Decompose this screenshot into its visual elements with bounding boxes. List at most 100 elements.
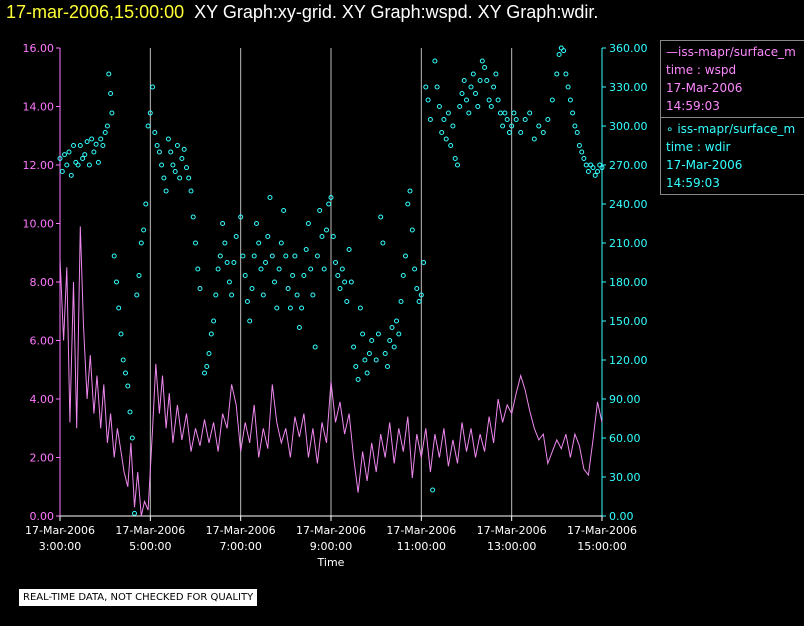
legend-entry-wspd[interactable]: —iss-mapr/surface_m time : wspd 17-Mar-2… [660, 40, 804, 117]
wdir-point [62, 152, 67, 158]
y-left-tick-label: 0.00 [30, 510, 55, 523]
wdir-point [274, 305, 280, 311]
wdir-point [570, 110, 576, 116]
wdir-point [163, 188, 169, 194]
wdir-point [351, 344, 357, 350]
wdir-point [558, 45, 564, 51]
wdir-point [380, 240, 386, 246]
wdir-point [333, 260, 338, 265]
wdir-point [114, 279, 119, 285]
x-tick-time: 9:00:00 [310, 540, 352, 553]
wdir-point [179, 156, 185, 161]
wdir-point [305, 221, 311, 226]
wdir-point [576, 143, 582, 148]
wdir-point [443, 136, 449, 142]
wdir-point [276, 266, 282, 272]
wdir-point [59, 169, 65, 174]
wdir-point [77, 143, 83, 148]
legend-wdir-time: 14:59:03 [666, 176, 720, 190]
legend-wdir-var: time : wdir [666, 140, 731, 154]
wdir-point [585, 169, 591, 174]
legend-wdir-name: ∘ iss-mapr/surface_m [666, 122, 796, 136]
wdir-point [457, 104, 463, 109]
x-tick-time: 15:00:00 [577, 540, 626, 553]
legend-entry-wdir[interactable]: ∘ iss-mapr/surface_m time : wdir 17-Mar-… [660, 117, 804, 195]
wdir-point [213, 292, 219, 298]
wdir-point [441, 117, 447, 122]
wdir-point [513, 117, 519, 122]
wdir-point [249, 286, 255, 291]
wdir-point [278, 240, 284, 246]
wdir-point [572, 123, 578, 129]
wdir-point [466, 110, 472, 116]
wdir-point [123, 370, 128, 376]
wdir-point [91, 149, 97, 155]
legend-wspd-time: 14:59:03 [666, 99, 720, 113]
x-tick-date: 17-Mar-2006 [206, 524, 276, 537]
wdir-point [418, 292, 424, 298]
x-tick-date: 17-Mar-2006 [115, 524, 185, 537]
wdir-point [385, 364, 390, 369]
series-points-wdir [57, 45, 605, 516]
wdir-point [68, 172, 74, 178]
wdir-point [111, 253, 117, 259]
wdir-point [531, 136, 537, 142]
y-left-tick-label: 12.00 [23, 159, 55, 172]
wdir-point [258, 266, 264, 272]
wdir-point [540, 130, 546, 135]
wdir-point [475, 104, 481, 109]
wdir-point [66, 149, 72, 155]
y-right-tick-label: 120.00 [609, 354, 648, 367]
wdir-point [154, 143, 160, 148]
wdir-point [432, 58, 438, 64]
wdir-point [254, 221, 259, 226]
wdir-point [116, 305, 122, 311]
wdir-point [98, 136, 104, 142]
y-right-tick-label: 30.00 [609, 471, 641, 484]
wdir-point [497, 110, 503, 116]
wdir-point [362, 357, 368, 363]
wdir-point [251, 253, 257, 259]
wdir-point [565, 84, 571, 90]
y-right-tick-label: 210.00 [609, 237, 648, 250]
y-left-tick-label: 4.00 [30, 393, 55, 406]
wdir-point [197, 286, 203, 291]
wdir-point [344, 299, 350, 304]
wdir-point [378, 214, 384, 220]
wdir-point [129, 435, 135, 441]
wdir-point [421, 260, 427, 265]
wdir-point [518, 130, 524, 135]
wdir-point [120, 357, 126, 363]
wdir-point [434, 84, 440, 90]
wdir-point [93, 141, 99, 147]
wdir-point [100, 143, 106, 148]
legend-wspd-var: time : wspd [666, 63, 737, 77]
wdir-point [511, 110, 517, 116]
y-right-tick-label: 150.00 [609, 315, 648, 328]
wdir-point [202, 370, 207, 376]
wdir-point [394, 318, 399, 324]
wdir-point [281, 208, 287, 213]
wdir-point [396, 331, 402, 337]
wdir-point [556, 52, 562, 57]
wdir-point [459, 91, 465, 96]
wdir-point [375, 331, 381, 337]
wdir-point [208, 331, 214, 337]
wdir-point [132, 510, 137, 516]
wdir-point [206, 351, 212, 356]
wdir-point [265, 234, 271, 239]
wdir-point [242, 273, 248, 278]
series-line-wspd [59, 226, 603, 517]
y-left-tick-label: 14.00 [23, 101, 55, 114]
wdir-point [141, 227, 147, 233]
wdir-point [355, 377, 361, 382]
wdir-point [95, 159, 101, 165]
wdir-point [450, 123, 456, 129]
wdir-point [391, 344, 397, 350]
wdir-point [574, 130, 580, 135]
wdir-point [416, 299, 422, 304]
wdir-point [491, 84, 497, 90]
wdir-point [159, 162, 165, 168]
wdir-point [549, 97, 555, 103]
